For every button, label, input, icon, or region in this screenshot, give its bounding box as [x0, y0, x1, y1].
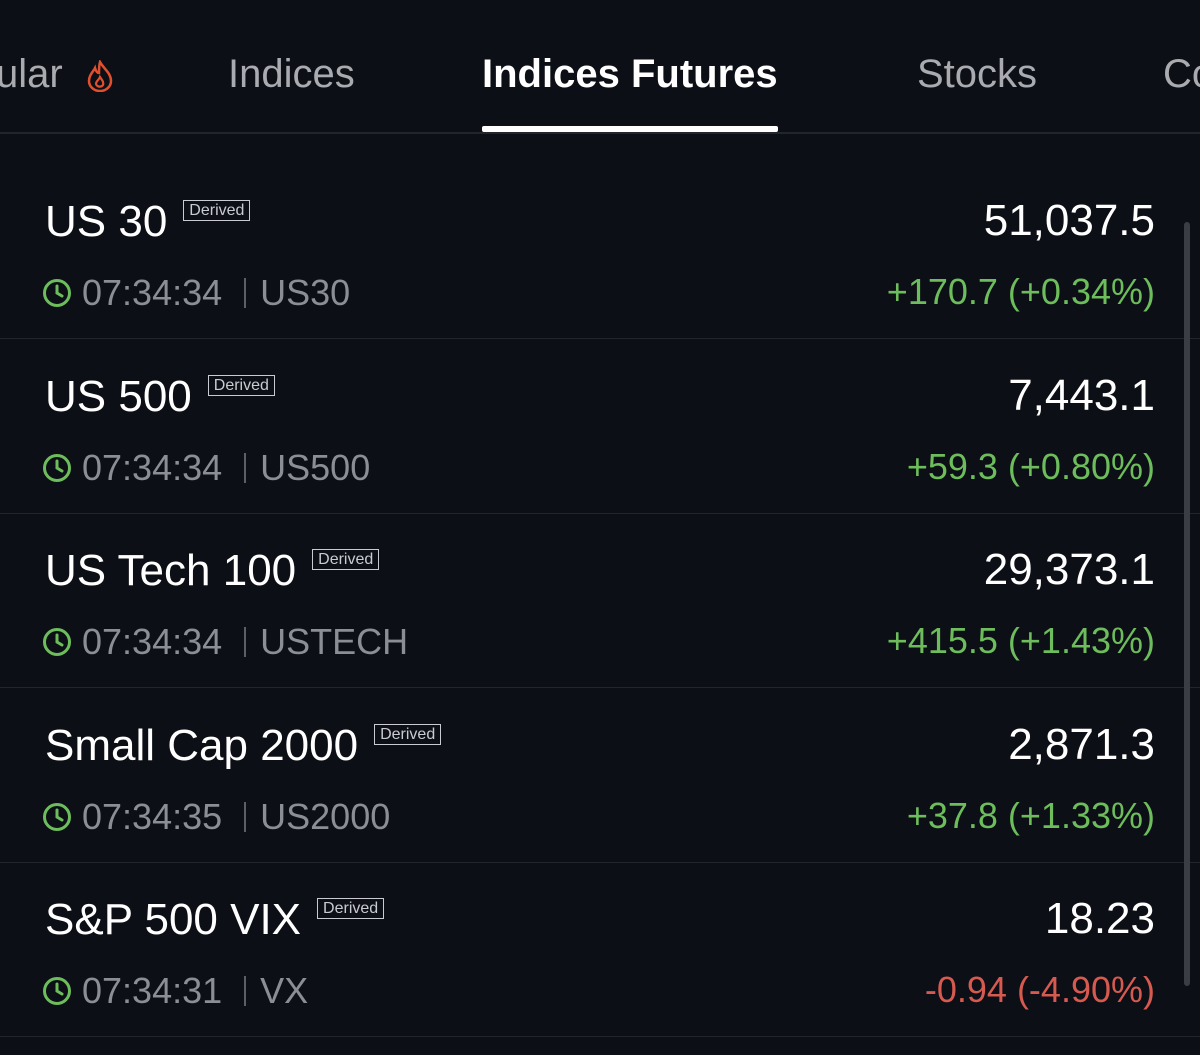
meta: 07:34:34 US500 — [42, 447, 370, 489]
quote-row[interactable]: US Tech 100 Derived 07:34:34 USTECH 29,373.1… — [0, 513, 1200, 688]
badge: Derived — [317, 898, 385, 919]
clock-icon — [43, 453, 71, 482]
time: 07:34:31 — [82, 970, 223, 1011]
tab[interactable]: Stocks — [917, 52, 1038, 96]
symbol: US500 — [260, 446, 371, 488]
meta: 07:34:35 US2000 — [42, 796, 390, 838]
quote-row[interactable]: Small Cap 2000 Derived 07:34:35 US2000 2,871… — [0, 688, 1200, 863]
price: 2,871.3 — [1008, 719, 1155, 769]
price: 7,443.1 — [1008, 370, 1155, 420]
change: +59.3 (+0.80%) — [906, 445, 1155, 487]
time: 07:34:34 — [82, 621, 223, 662]
clock-icon — [43, 628, 71, 656]
change: +37.8 (+1.33%) — [906, 794, 1155, 836]
instrument-name: Small Cap 2000 — [45, 720, 359, 770]
badge: Derived — [183, 200, 251, 221]
separator — [244, 278, 247, 308]
tab[interactable]: Co — [1163, 52, 1200, 96]
separator — [244, 627, 247, 657]
quote-row[interactable]: US 30 Derived 07:34:34 US30 51,037.5 +170.7 (… — [0, 164, 1200, 339]
tab[interactable]: Indices Futures — [482, 52, 778, 132]
time: 07:34:34 — [82, 446, 223, 488]
meta: 07:34:31 VX — [42, 970, 308, 1012]
tab-bar: ular Indices Indices Futures Stocks Co — [0, 0, 1200, 134]
clock-icon — [43, 802, 71, 831]
quote-row[interactable]: S&P 500 VIX Derived 07:34:31 VX 18.23 -0.94 (… — [0, 862, 1200, 1037]
meta: 07:34:34 USTECH — [42, 621, 408, 663]
separator — [244, 801, 247, 832]
clock-icon — [43, 977, 71, 1005]
scrollbar — [1184, 222, 1190, 986]
instrument-name: US 30 — [45, 197, 168, 246]
badge: Derived — [312, 549, 380, 570]
symbol: VX — [260, 970, 309, 1011]
instrument-name: S&P 500 VIX — [45, 895, 302, 944]
separator — [244, 976, 247, 1006]
badge: Derived — [207, 374, 275, 396]
meta: 07:34:34 US30 — [42, 272, 350, 314]
tab[interactable]: ular — [0, 52, 113, 97]
clock-icon — [43, 279, 71, 307]
badge: Derived — [374, 723, 442, 745]
instrument-name: US Tech 100 — [45, 546, 297, 595]
price: 51,037.5 — [983, 196, 1155, 245]
tab[interactable]: Indices — [228, 52, 355, 96]
symbol: USTECH — [260, 621, 409, 662]
change: +415.5 (+1.43%) — [886, 620, 1155, 661]
price: 29,373.1 — [983, 545, 1155, 594]
time: 07:34:34 — [82, 272, 223, 313]
symbol: US2000 — [260, 795, 391, 837]
hot-icon — [87, 60, 113, 92]
change: -0.94 (-4.90%) — [924, 969, 1155, 1010]
symbol: US30 — [260, 272, 351, 313]
instrument-name: US 500 — [45, 371, 192, 421]
separator — [244, 452, 247, 483]
time: 07:34:35 — [82, 795, 223, 837]
quote-row[interactable]: US 500 Derived 07:34:34 US500 7,443.1 +59.3 (… — [0, 339, 1200, 514]
change: +170.7 (+0.34%) — [886, 271, 1155, 312]
price: 18.23 — [1044, 894, 1155, 943]
